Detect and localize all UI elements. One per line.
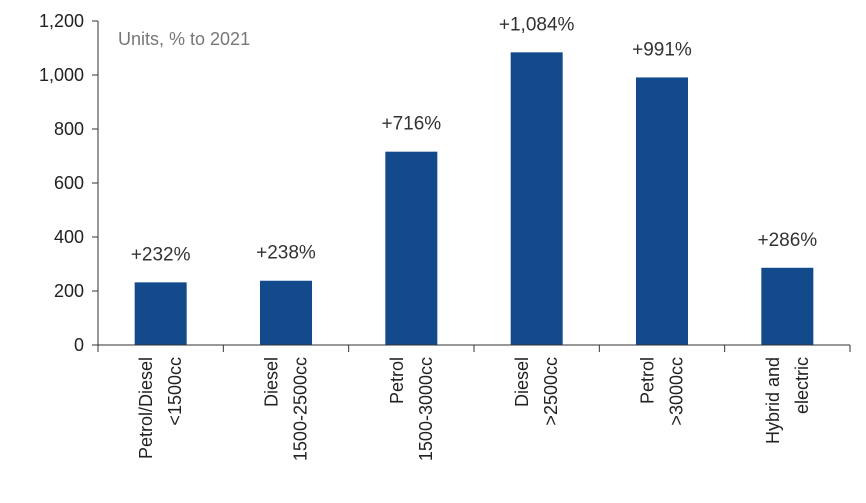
y-axis: 0 200 400 600 800 1,000 1,200 — [39, 11, 99, 355]
x-category-label: Petrol >3000cc — [638, 357, 687, 426]
bar-data-label: +286% — [757, 230, 817, 251]
y-tick-label: 1,200 — [39, 11, 84, 31]
x-category-label-line: Petrol — [387, 357, 407, 404]
bar — [385, 151, 438, 345]
y-tick-label: 600 — [54, 173, 84, 193]
bar — [636, 77, 688, 346]
bar-data-label: +991% — [632, 39, 692, 60]
category-labels: Petrol/Diesel <1500cc Diesel 1500-2500cc Pet… — [136, 357, 812, 461]
bar-data-label: +716% — [381, 114, 441, 135]
bar-data-label: +238% — [256, 243, 316, 264]
x-category-label-line: >2500cc — [541, 357, 561, 426]
bar — [510, 52, 563, 345]
y-tick-label: 400 — [54, 227, 84, 247]
chart-annotation: Units, % to 2021 — [118, 29, 250, 49]
bar — [260, 280, 312, 345]
x-category-label: Diesel 1500-2500cc — [262, 357, 311, 461]
x-category-label-line: 1500-3000cc — [416, 357, 436, 461]
x-category-label-line: Diesel — [262, 357, 282, 407]
x-category-label-line: >3000cc — [667, 357, 687, 426]
x-category-label-line: <1500cc — [165, 357, 185, 426]
x-axis — [97, 344, 851, 352]
y-tick-label: 1,000 — [39, 65, 84, 85]
x-category-label-line: Petrol/Diesel — [136, 357, 156, 459]
y-tick-label: 800 — [54, 119, 84, 139]
bar — [134, 282, 187, 345]
x-category-label: Petrol 1500-3000cc — [387, 357, 436, 461]
x-category-label: Diesel >2500cc — [512, 357, 561, 426]
x-category-label-line: Petrol — [638, 357, 658, 404]
x-category-label-line: electric — [792, 357, 812, 414]
bar-data-label: +232% — [131, 244, 191, 265]
x-category-label-line: Diesel — [512, 357, 532, 407]
bar-data-label: +1,084% — [499, 14, 575, 35]
x-category-label: Hybrid and electric — [763, 357, 812, 444]
y-tick-label: 200 — [54, 281, 84, 301]
x-category-label: Petrol/Diesel <1500cc — [136, 357, 185, 459]
bar — [761, 267, 814, 345]
x-category-label-line: Hybrid and — [763, 357, 783, 444]
x-category-label-line: 1500-2500cc — [291, 357, 311, 461]
data-labels: +232% +238% +716% +1,084% +991% +286% — [131, 14, 817, 265]
y-tick-label: 0 — [74, 335, 84, 355]
bars — [134, 52, 814, 346]
